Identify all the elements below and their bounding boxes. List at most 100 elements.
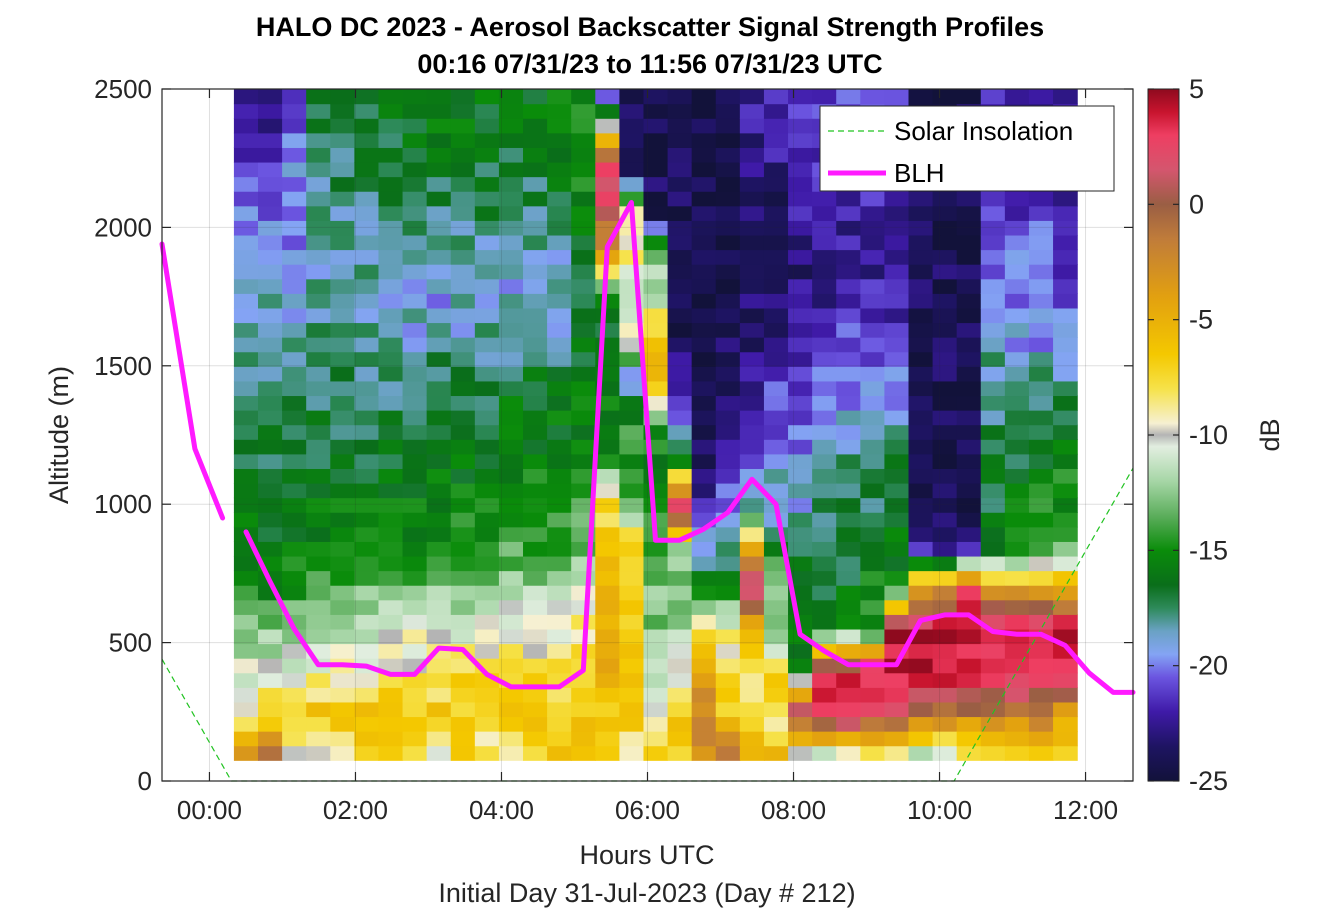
heatmap-cell [258,264,283,280]
heatmap-cell [523,687,548,703]
heatmap-cell [884,526,910,542]
heatmap-cell [932,424,958,440]
heatmap-cell [330,453,355,469]
heatmap-cell [836,307,861,324]
heatmap-cell [667,614,693,630]
colorbar-tick-label: 0 [1189,189,1204,219]
heatmap-cell [426,278,452,294]
heatmap-cell [619,380,645,397]
heatmap-cell [426,176,452,192]
heatmap-cell [426,118,452,134]
heatmap-cell [667,220,693,236]
heatmap-cell [306,512,331,528]
heatmap-cell [884,410,910,426]
heatmap-cell [667,512,693,528]
heatmap-cell [1053,585,1078,601]
heatmap-cell [282,585,307,601]
heatmap-cell [667,191,693,207]
heatmap-cell [715,687,741,703]
heatmap-cell [884,585,910,601]
heatmap-cell [330,161,355,178]
heatmap-cell [474,293,500,309]
heatmap-cell [354,599,380,615]
heatmap-cell [378,745,404,761]
heatmap-cell [739,307,765,324]
heatmap-cell [571,439,596,455]
heatmap-cell [1028,278,1054,294]
heatmap-cell [595,585,620,601]
heatmap-cell [571,205,596,221]
heatmap-cell [643,555,669,572]
heatmap-cell [667,410,693,426]
colorbar-tick-label: -25 [1189,766,1228,796]
heatmap-cell [1004,745,1030,761]
heatmap-cell [233,672,259,688]
heatmap-cell [691,234,717,251]
heatmap-cell [1028,555,1054,572]
heatmap-cell [980,468,1006,484]
heatmap-cell [354,482,380,499]
heatmap-cell [474,103,500,119]
heatmap-cell [763,264,789,280]
heatmap-cell [619,468,645,484]
heatmap-cell [282,745,307,761]
heatmap-cell [763,118,789,134]
heatmap-cell [739,555,765,572]
heatmap-cell [258,599,283,615]
heatmap-cell [691,482,717,499]
heatmap-cell [715,424,741,440]
heatmap-cell [980,424,1006,440]
heatmap-cell [619,439,645,455]
heatmap-cell [836,366,861,382]
heatmap-cell [474,585,500,601]
heatmap-cell [330,118,355,134]
heatmap-cell [547,293,572,309]
heatmap-cell [1028,249,1054,265]
heatmap-cell [282,249,307,265]
heatmap-cell [643,191,669,207]
heatmap-cell [498,322,524,338]
heatmap-cell [547,118,572,134]
heatmap-cell [258,103,283,119]
heatmap-cell [354,731,380,747]
heatmap-cell [1004,410,1030,426]
heatmap-cell [812,482,837,499]
heatmap-cell [691,687,717,703]
heatmap-cell [739,658,765,674]
y-tick-label: 1000 [94,489,152,519]
heatmap-cell [812,278,837,294]
heatmap-cell [330,380,355,397]
heatmap-cell [595,570,620,586]
heatmap-cell [1004,439,1030,455]
heatmap-cell [474,351,500,367]
heatmap-cell [258,482,283,499]
heatmap-cell [354,745,380,761]
heatmap-cell [233,89,259,105]
heatmap-cell [932,380,958,397]
heatmap-cell [980,731,1006,747]
heatmap-cell [402,701,428,718]
heatmap-cell [523,293,548,309]
heatmap-cell [643,293,669,309]
heatmap-cell [571,191,596,207]
heatmap-cell [474,89,500,105]
heatmap-cell [571,687,596,703]
heatmap-cell [1028,264,1054,280]
heatmap-cell [378,614,404,630]
heatmap-cell [450,701,476,718]
heatmap-cell [450,541,476,557]
heatmap-cell [426,351,452,367]
heatmap-cell [956,731,982,747]
heatmap-cell [715,337,741,353]
heatmap-cell [402,687,428,703]
heatmap-cell [498,599,524,615]
heatmap-cell [1028,424,1054,440]
heatmap-cell [643,687,669,703]
heatmap-cell [450,337,476,353]
heatmap-cell [523,249,548,265]
heatmap-cell [932,395,958,411]
heatmap-cell [739,366,765,382]
heatmap-cell [908,395,934,411]
heatmap-cell [932,264,958,280]
heatmap-cell [258,410,283,426]
